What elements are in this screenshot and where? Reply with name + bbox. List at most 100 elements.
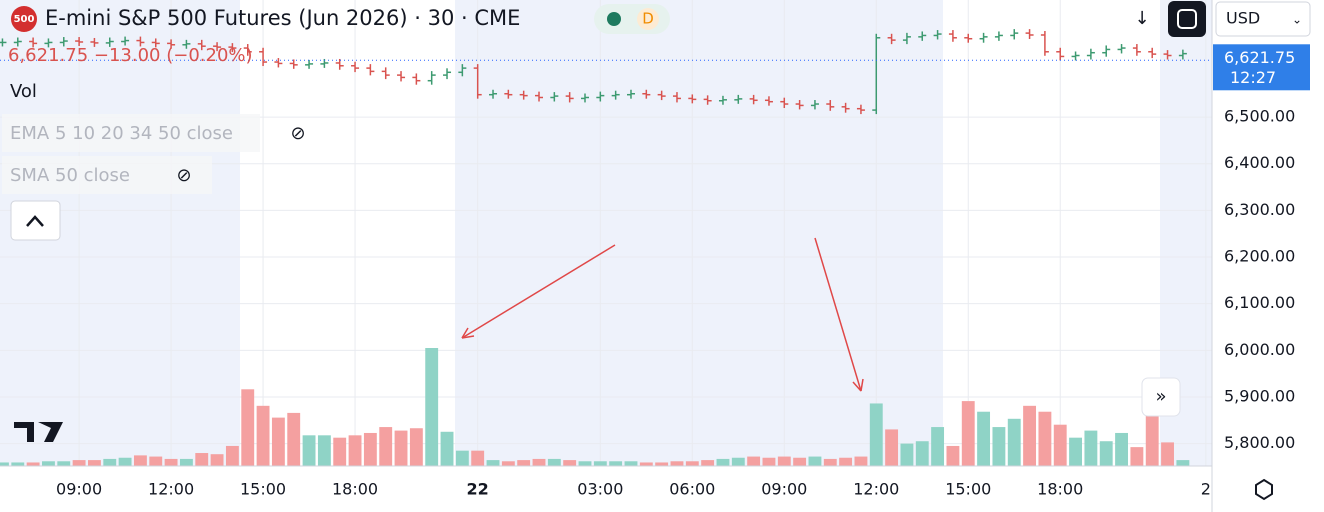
volume-bar (977, 411, 991, 466)
legend-row (2, 156, 212, 194)
volume-bar (1007, 418, 1021, 466)
annotation-arrow-head (852, 378, 864, 392)
volume-bar (1053, 424, 1067, 466)
x-tick-label: 12:00 (148, 480, 194, 499)
volume-bar (1130, 447, 1144, 466)
x-tick-label: 22 (467, 480, 489, 499)
session-badge-text: D (642, 10, 654, 28)
download-icon[interactable]: ↓ (1134, 8, 1149, 29)
legend-change: 6,621.75 −13.00 (−0.20%) (8, 45, 253, 66)
volume-bar (455, 450, 469, 466)
volume-bar (409, 428, 423, 466)
volume-bar (333, 437, 347, 466)
legend-volume: Vol (10, 81, 37, 102)
volume-bar (639, 462, 653, 466)
volume-bar (348, 435, 362, 466)
x-tick-label: 09:00 (761, 480, 807, 499)
y-tick-label: 6,200.00 (1224, 247, 1295, 266)
y-tick-label: 5,800.00 (1224, 433, 1295, 452)
volume-bar (501, 461, 515, 466)
volume-bar (885, 429, 899, 466)
volume-bar (1023, 405, 1037, 466)
volume-bar (1161, 442, 1174, 466)
market-status (607, 12, 621, 26)
y-tick-label: 6,100.00 (1224, 293, 1295, 312)
volume-bar (900, 443, 914, 466)
hidden-icon[interactable]: ⊘ (290, 123, 305, 144)
volume-bar (731, 457, 745, 466)
volume-bar (0, 462, 9, 466)
volume-bar (578, 461, 592, 466)
volume-bar (808, 456, 822, 466)
y-tick-label: 6,500.00 (1224, 107, 1295, 126)
volume-bar (777, 456, 791, 466)
volume-bar (179, 458, 193, 466)
legend-ema: EMA 5 10 20 34 50 close (10, 123, 233, 144)
x-tick-label: 18:00 (1037, 480, 1083, 499)
legend-row (2, 114, 260, 152)
volume-bar (256, 405, 270, 466)
volume-bar (210, 454, 224, 466)
volume-bar (992, 427, 1006, 466)
hidden-icon[interactable]: ⊘ (176, 165, 191, 186)
volume-bar (609, 461, 623, 466)
logo (14, 422, 63, 442)
y-tick-label: 6,400.00 (1224, 153, 1295, 172)
volume-bar (532, 458, 546, 466)
annotation-arrow-head (461, 327, 475, 339)
volume-bar (317, 435, 331, 466)
volume-bar (1099, 441, 1113, 466)
scroll-button[interactable] (1141, 377, 1181, 417)
volume-bar (517, 460, 531, 466)
volume-bar (133, 455, 147, 466)
volume-bar (87, 460, 101, 466)
scroll-icon: » (1155, 386, 1166, 407)
settings-icon[interactable] (1255, 478, 1273, 501)
collapse-button[interactable] (10, 200, 61, 241)
volume-bar (1115, 432, 1128, 466)
volume-bar (839, 457, 853, 466)
x-tick-label: 03:00 (577, 480, 623, 499)
currency-label: USD (1226, 9, 1260, 28)
volume-bar (593, 461, 607, 466)
volume-bar (287, 412, 301, 466)
x-tick-label: 09:00 (56, 480, 102, 499)
x-tick-label: 15:00 (240, 480, 286, 499)
last-price-label: 6,621.75 (1224, 48, 1295, 67)
volume-bar (961, 401, 975, 466)
annotation-arrow (461, 244, 616, 339)
volume-bar (225, 445, 239, 466)
volume-bar (425, 348, 439, 466)
x-tick-label: 18:00 (332, 480, 378, 499)
currency-select[interactable] (1215, 1, 1311, 37)
volume-bar (1038, 411, 1052, 466)
x-tick-label: 15:00 (945, 480, 991, 499)
volume-bar (42, 461, 55, 466)
y-tick-label: 6,300.00 (1224, 200, 1295, 219)
volume-bar (547, 458, 561, 466)
volume-bar (762, 457, 776, 466)
legend-sma: SMA 50 close (10, 165, 130, 186)
volume-bar (563, 460, 577, 466)
volume-bar (26, 462, 40, 466)
symbol-badge[interactable] (11, 6, 37, 32)
volume-bar (670, 461, 684, 466)
volume-bar (471, 450, 485, 466)
volume-bar (1069, 437, 1083, 466)
volume-bar (379, 427, 393, 466)
x-tick-label: 12:00 (853, 480, 899, 499)
fullscreen-icon (1177, 9, 1197, 29)
volume-bar (701, 460, 715, 466)
volume-bar (103, 458, 117, 466)
volume-bar (685, 461, 699, 466)
volume-bar (72, 460, 86, 466)
volume-bar (1176, 460, 1190, 466)
fullscreen-button[interactable] (1168, 1, 1206, 37)
volume-bar (164, 458, 178, 466)
volume-bar (486, 460, 500, 466)
volume-bar (394, 430, 408, 466)
volume-bar (302, 435, 316, 466)
volume-bar (11, 462, 25, 466)
volume-bar (655, 462, 669, 466)
